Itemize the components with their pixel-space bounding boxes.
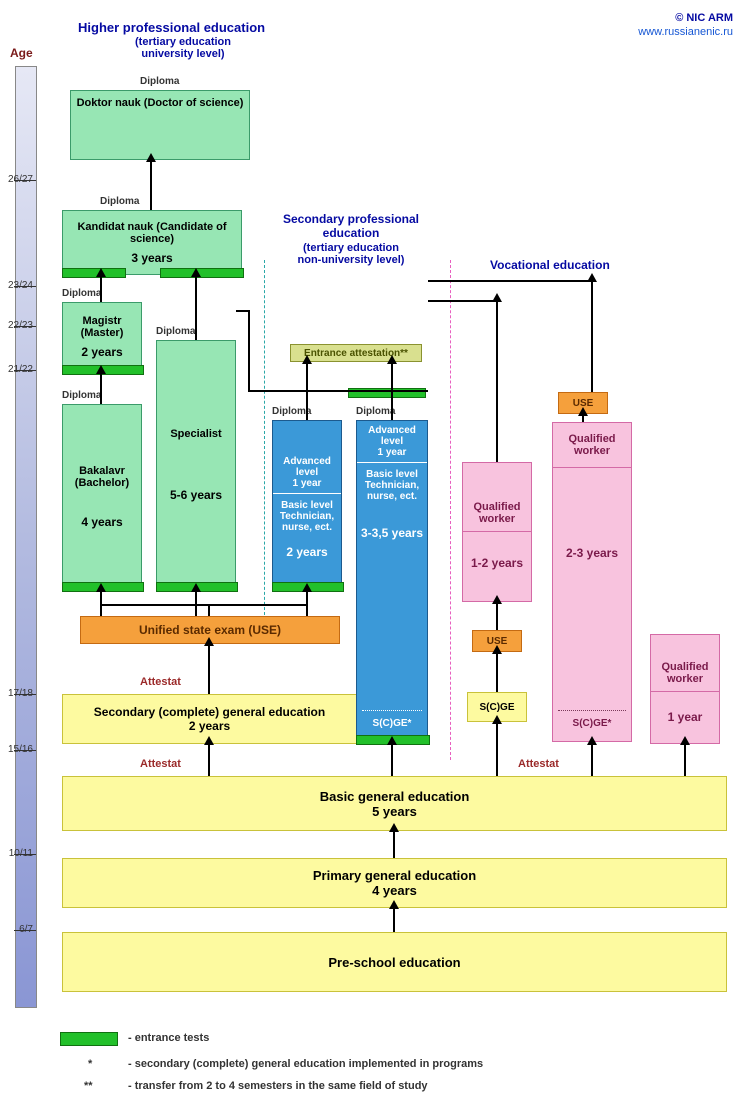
age-tick-21/22: 21/22 <box>0 364 33 375</box>
age-tick-22/23: 22/23 <box>0 320 33 331</box>
specialist-title: Specialist <box>170 428 221 440</box>
legend-dstar: - transfer from 2 to 4 semesters in the … <box>128 1080 428 1092</box>
divider-teal <box>264 260 265 620</box>
legend-star: - secondary (complete) general education… <box>128 1058 483 1070</box>
sp1-dur: 2 years <box>286 545 327 559</box>
box-kandidat: Kandidat nauk (Candidate of science) 3 y… <box>62 210 242 275</box>
voc2-cert: S(C)GE* <box>573 718 612 729</box>
voc3-dur: 1 year <box>668 710 703 724</box>
box-voc1: Qualified worker 1-2 years <box>462 462 532 602</box>
strip-kand-r <box>160 268 244 278</box>
dip-sp2: Diploma <box>356 406 395 417</box>
sp2-cert: S(C)GE* <box>373 718 412 729</box>
box-magistr: Magistr (Master) 2 years <box>62 302 142 372</box>
attestat-2: Attestat <box>140 758 181 770</box>
strip-kand-l <box>62 268 126 278</box>
dip-kandidat: Diploma <box>100 196 139 207</box>
sc-dur: 2 years <box>189 719 230 733</box>
voc2-dur: 2-3 years <box>566 546 618 560</box>
voc1-cert: S(C)GE <box>480 702 515 713</box>
box-preschool: Pre-school education <box>62 932 727 992</box>
specialist-dur: 5-6 years <box>170 488 222 502</box>
higher-title: Higher professional education <box>78 20 265 35</box>
sp2-basic: Basic level Technician, nurse, ect. <box>357 463 427 508</box>
bakalavr-dur: 4 years <box>81 515 122 529</box>
basic-title: Basic general education <box>320 789 470 804</box>
age-tick-23/24: 23/24 <box>0 280 33 291</box>
box-voc2: Qualified worker 2-3 years S(C)GE* <box>552 422 632 742</box>
vocational-title: Vocational education <box>490 258 610 272</box>
voc3-title: Qualified worker <box>651 655 719 692</box>
age-tick-10/11: 10/11 <box>0 848 33 859</box>
legend-entrance: - entrance tests <box>128 1032 209 1044</box>
primary-dur: 4 years <box>372 883 417 898</box>
education-diagram: © NIC ARM www.russianenic.ru Age Higher … <box>0 0 751 1115</box>
higher-sub: (tertiary education university level) <box>108 36 258 60</box>
basic-dur: 5 years <box>372 804 417 819</box>
box-doktor: Doktor nauk (Doctor of science) <box>70 90 250 160</box>
sp1-adv: Advanced level 1 year <box>273 452 341 494</box>
age-tick-17/18: 17/18 <box>0 688 33 699</box>
copyright: © NIC ARM <box>675 12 733 24</box>
sp2-adv: Advanced level 1 year <box>357 421 427 463</box>
sc-title: Secondary (complete) general education <box>94 705 325 719</box>
attribution-url: www.russianenic.ru <box>638 26 733 38</box>
dip-bakalavr: Diploma <box>62 390 101 401</box>
preschool-title: Pre-school education <box>328 955 460 970</box>
kandidat-title: Kandidat nauk (Candidate of science) <box>63 221 241 245</box>
kandidat-dur: 3 years <box>131 251 172 265</box>
primary-title: Primary general education <box>313 868 476 883</box>
age-label: Age <box>10 46 33 60</box>
secondary-title: Secondary professional education <box>276 212 426 240</box>
box-specialist: Specialist 5-6 years <box>156 340 236 590</box>
box-secprof-2: Advanced level 1 year Basic level Techni… <box>356 420 428 742</box>
legend-swatch <box>60 1032 118 1046</box>
magistr-title: Magistr (Master) <box>63 315 141 339</box>
voc1-dur: 1-2 years <box>471 556 523 570</box>
dip-doktor: Diploma <box>140 76 179 87</box>
box-secprof-1: Advanced level 1 year Basic level Techni… <box>272 420 342 590</box>
divider-pink <box>450 260 451 760</box>
magistr-dur: 2 years <box>81 345 122 359</box>
age-tick-6/7: 6/7 <box>0 924 33 935</box>
age-bar <box>15 66 37 1008</box>
attestat-3: Attestat <box>518 758 559 770</box>
bakalavr-title: Bakalavr (Bachelor) <box>63 465 141 489</box>
voc1-title: Qualified worker <box>463 495 531 532</box>
box-bakalavr: Bakalavr (Bachelor) 4 years <box>62 404 142 589</box>
dip-specialist: Diploma <box>156 326 195 337</box>
use-main-title: Unified state exam (USE) <box>139 623 281 637</box>
dip-magistr: Diploma <box>62 288 101 299</box>
age-tick-15/16: 15/16 <box>0 744 33 755</box>
voc2-title: Qualified worker <box>553 423 631 468</box>
box-voc3: Qualified worker 1 year <box>650 634 720 744</box>
sp1-basic: Basic level Technician, nurse, ect. <box>273 494 341 539</box>
doktor-title: Doktor nauk (Doctor of science) <box>77 97 244 109</box>
attestat-1: Attestat <box>140 676 181 688</box>
secondary-sub: (tertiary education non-university level… <box>286 242 416 266</box>
age-tick-26/27: 26/27 <box>0 174 33 185</box>
sp2-dur: 3-3,5 years <box>361 526 423 540</box>
